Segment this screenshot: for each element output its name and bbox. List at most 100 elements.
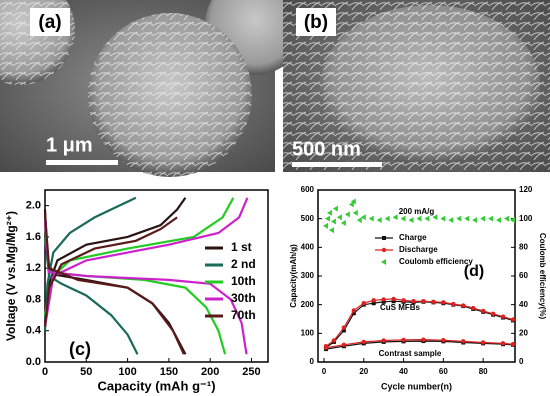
marker bbox=[351, 308, 357, 313]
marker bbox=[323, 345, 329, 350]
series-line bbox=[43, 213, 185, 355]
sem-image-b: (b) 500 nm bbox=[283, 0, 550, 172]
marker bbox=[348, 201, 354, 208]
series-line bbox=[43, 197, 235, 355]
legend-label: 10th bbox=[231, 274, 256, 288]
x-tick-label: 0 bbox=[322, 367, 327, 376]
legend-label: Charge bbox=[399, 233, 427, 242]
y-axis-label: Capacity(mAh/g) bbox=[289, 244, 298, 308]
series-line bbox=[43, 196, 139, 355]
marker bbox=[341, 342, 347, 347]
marker bbox=[361, 339, 366, 345]
marker bbox=[490, 311, 496, 317]
x-tick-label: 100 bbox=[118, 366, 136, 378]
marker bbox=[441, 338, 446, 343]
y2-tick-label: 60 bbox=[519, 271, 528, 280]
x-tick-label: 200 bbox=[201, 366, 219, 378]
y-tick-label: 2.0 bbox=[26, 200, 41, 212]
scale-bar bbox=[292, 162, 382, 167]
marker bbox=[332, 205, 338, 212]
marker bbox=[401, 298, 406, 303]
y2-tick-label: 120 bbox=[519, 185, 533, 194]
x-tick-label: 0 bbox=[42, 366, 48, 378]
x-tick-label: 60 bbox=[439, 367, 448, 376]
marker bbox=[330, 218, 336, 225]
marker bbox=[322, 222, 328, 229]
y-tick-label: 100 bbox=[301, 328, 315, 337]
panel-label: (a) bbox=[38, 12, 61, 33]
marker bbox=[471, 305, 476, 311]
marker bbox=[344, 211, 350, 218]
y2-axis-label: Coulomb efficiency(%) bbox=[538, 233, 547, 320]
marker bbox=[480, 340, 486, 345]
marker bbox=[381, 247, 387, 253]
marker bbox=[381, 338, 386, 343]
marker bbox=[341, 325, 347, 330]
legend-label: 30th bbox=[231, 291, 256, 305]
marker bbox=[400, 215, 406, 222]
series-line bbox=[43, 197, 249, 355]
marker bbox=[331, 338, 337, 343]
marker bbox=[368, 215, 374, 222]
marker bbox=[448, 217, 454, 224]
marker bbox=[381, 297, 386, 302]
marker bbox=[324, 215, 330, 222]
annotation: (c) bbox=[69, 339, 91, 359]
y-tick-label: 0.8 bbox=[26, 293, 41, 305]
marker bbox=[500, 341, 506, 346]
sem-image-a: (a) 1 μm bbox=[0, 0, 305, 177]
marker bbox=[496, 217, 502, 224]
marker bbox=[391, 296, 396, 302]
legend-label: Discharge bbox=[399, 245, 438, 254]
marker bbox=[411, 299, 416, 304]
y-tick-label: 200 bbox=[301, 300, 315, 309]
marker bbox=[510, 317, 516, 322]
y2-tick-label: 40 bbox=[519, 300, 528, 309]
marker bbox=[431, 299, 436, 304]
marker bbox=[510, 342, 516, 347]
marker bbox=[408, 217, 414, 224]
marker bbox=[381, 299, 386, 304]
scale-label: 500 nm bbox=[292, 138, 361, 160]
marker bbox=[421, 337, 426, 342]
marker bbox=[381, 259, 386, 265]
y-tick-label: 0.0 bbox=[26, 356, 41, 368]
scale-bar bbox=[46, 160, 118, 165]
annotation: CuS MFBs bbox=[380, 303, 421, 312]
marker bbox=[510, 217, 516, 224]
annotation: (d) bbox=[464, 263, 484, 280]
marker bbox=[391, 299, 396, 304]
marker bbox=[326, 209, 332, 216]
y2-tick-label: 20 bbox=[519, 328, 528, 337]
marker bbox=[336, 214, 342, 221]
marker bbox=[340, 219, 346, 226]
y-axis-label: Voltage (V vs.Mg/Mg²⁺) bbox=[4, 211, 18, 341]
x-axis-label: Capacity (mAh g⁻¹) bbox=[97, 378, 215, 393]
marker bbox=[500, 314, 506, 319]
marker bbox=[401, 337, 406, 343]
x-tick-label: 250 bbox=[242, 366, 260, 378]
panel-label: (b) bbox=[304, 12, 328, 33]
marker bbox=[356, 217, 362, 224]
x-tick-label: 80 bbox=[479, 367, 488, 376]
marker bbox=[371, 298, 376, 303]
y-tick-label: 1.2 bbox=[26, 262, 41, 274]
marker bbox=[480, 308, 486, 314]
legend-label: 1 st bbox=[231, 240, 252, 254]
marker bbox=[451, 301, 456, 307]
x-axis-label: Cycle number(n) bbox=[381, 381, 452, 391]
marker bbox=[351, 311, 356, 316]
y-tick-label: 300 bbox=[301, 271, 315, 280]
marker bbox=[504, 215, 510, 222]
marker bbox=[392, 214, 398, 221]
marker bbox=[488, 215, 494, 222]
x-tick-label: 20 bbox=[359, 367, 368, 376]
marker bbox=[361, 301, 366, 306]
marker bbox=[441, 300, 446, 305]
y-tick-label: 500 bbox=[301, 214, 315, 223]
legend-label: 2 nd bbox=[231, 257, 256, 271]
marker bbox=[371, 301, 376, 306]
marker bbox=[480, 215, 486, 222]
marker bbox=[352, 209, 358, 216]
